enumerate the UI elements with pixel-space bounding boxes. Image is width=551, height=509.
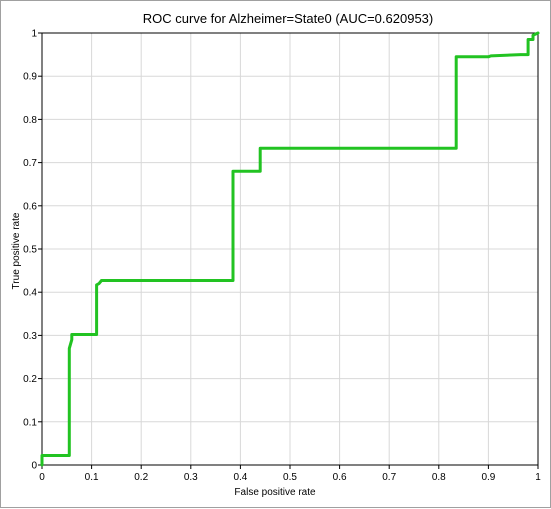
x-tick-label: 0.1 [85,472,99,483]
roc-curve-point [95,283,98,287]
roc-curve-point [454,55,458,58]
roc-curve-point [231,279,235,282]
x-tick-label: 0.2 [134,472,148,483]
x-tick-label: 0.4 [233,472,247,483]
roc-curve-point [259,147,262,150]
roc-curve-point [97,282,101,285]
x-tick-label: 0 [39,472,45,483]
roc-curve-point [70,338,73,341]
y-tick-label: 0.7 [23,158,37,169]
tick-layer: 0 0.1 0.2 0.3 0.4 0.5 0.6 0.7 0.8 0.9 1 0 0.1 0.2 0.3 0… [23,29,541,484]
roc-curve-point [536,31,540,35]
roc-curve-point [68,347,71,350]
roc-curve-point [40,454,44,457]
y-tick-label: 1 [31,29,37,40]
y-tick-label: 0.1 [23,417,37,428]
roc-curve-point [68,454,71,457]
roc-curve-point [487,55,490,58]
roc-curve-point [95,333,98,336]
y-tick-label: 0.4 [23,288,37,299]
x-tick-label: 1 [535,472,541,483]
roc-curve-point [259,170,262,173]
roc-curve-line [40,31,540,467]
grid-layer [42,33,538,465]
x-tick-label: 0.8 [432,472,446,483]
roc-curve-point [519,53,522,56]
x-tick-label: 0.3 [184,472,198,483]
x-tick-label: 0.7 [382,472,396,483]
y-tick-label: 0.5 [23,245,37,256]
y-tick-label: 0.2 [23,374,37,385]
roc-curve-point [526,53,530,56]
y-tick-label: 0 [31,461,37,472]
x-axis-label: False positive rate [234,487,316,498]
roc-curve-point [526,38,530,41]
roc-curve-point [40,463,44,467]
roc-curve-point [100,279,103,282]
y-tick-label: 0.8 [23,115,37,126]
x-tick-label: 0.9 [481,472,495,483]
y-tick-label: 0.6 [23,201,37,212]
roc-curve-point [531,33,535,37]
roc-curve-point [489,54,493,58]
roc-curve-point [70,333,73,336]
roc-curve-point [231,170,235,173]
roc-curve-point [454,147,458,150]
y-tick-label: 0.3 [23,331,37,342]
roc-curve-point [531,38,535,41]
y-axis-label: True positive rate [11,212,22,289]
series-layer [40,31,540,467]
y-tick-label: 0.9 [23,72,37,83]
chart-title: ROC curve for Alzheimer=State0 (AUC=0.62… [143,11,433,26]
x-tick-label: 0.6 [333,472,347,483]
x-tick-label: 0.5 [283,472,297,483]
